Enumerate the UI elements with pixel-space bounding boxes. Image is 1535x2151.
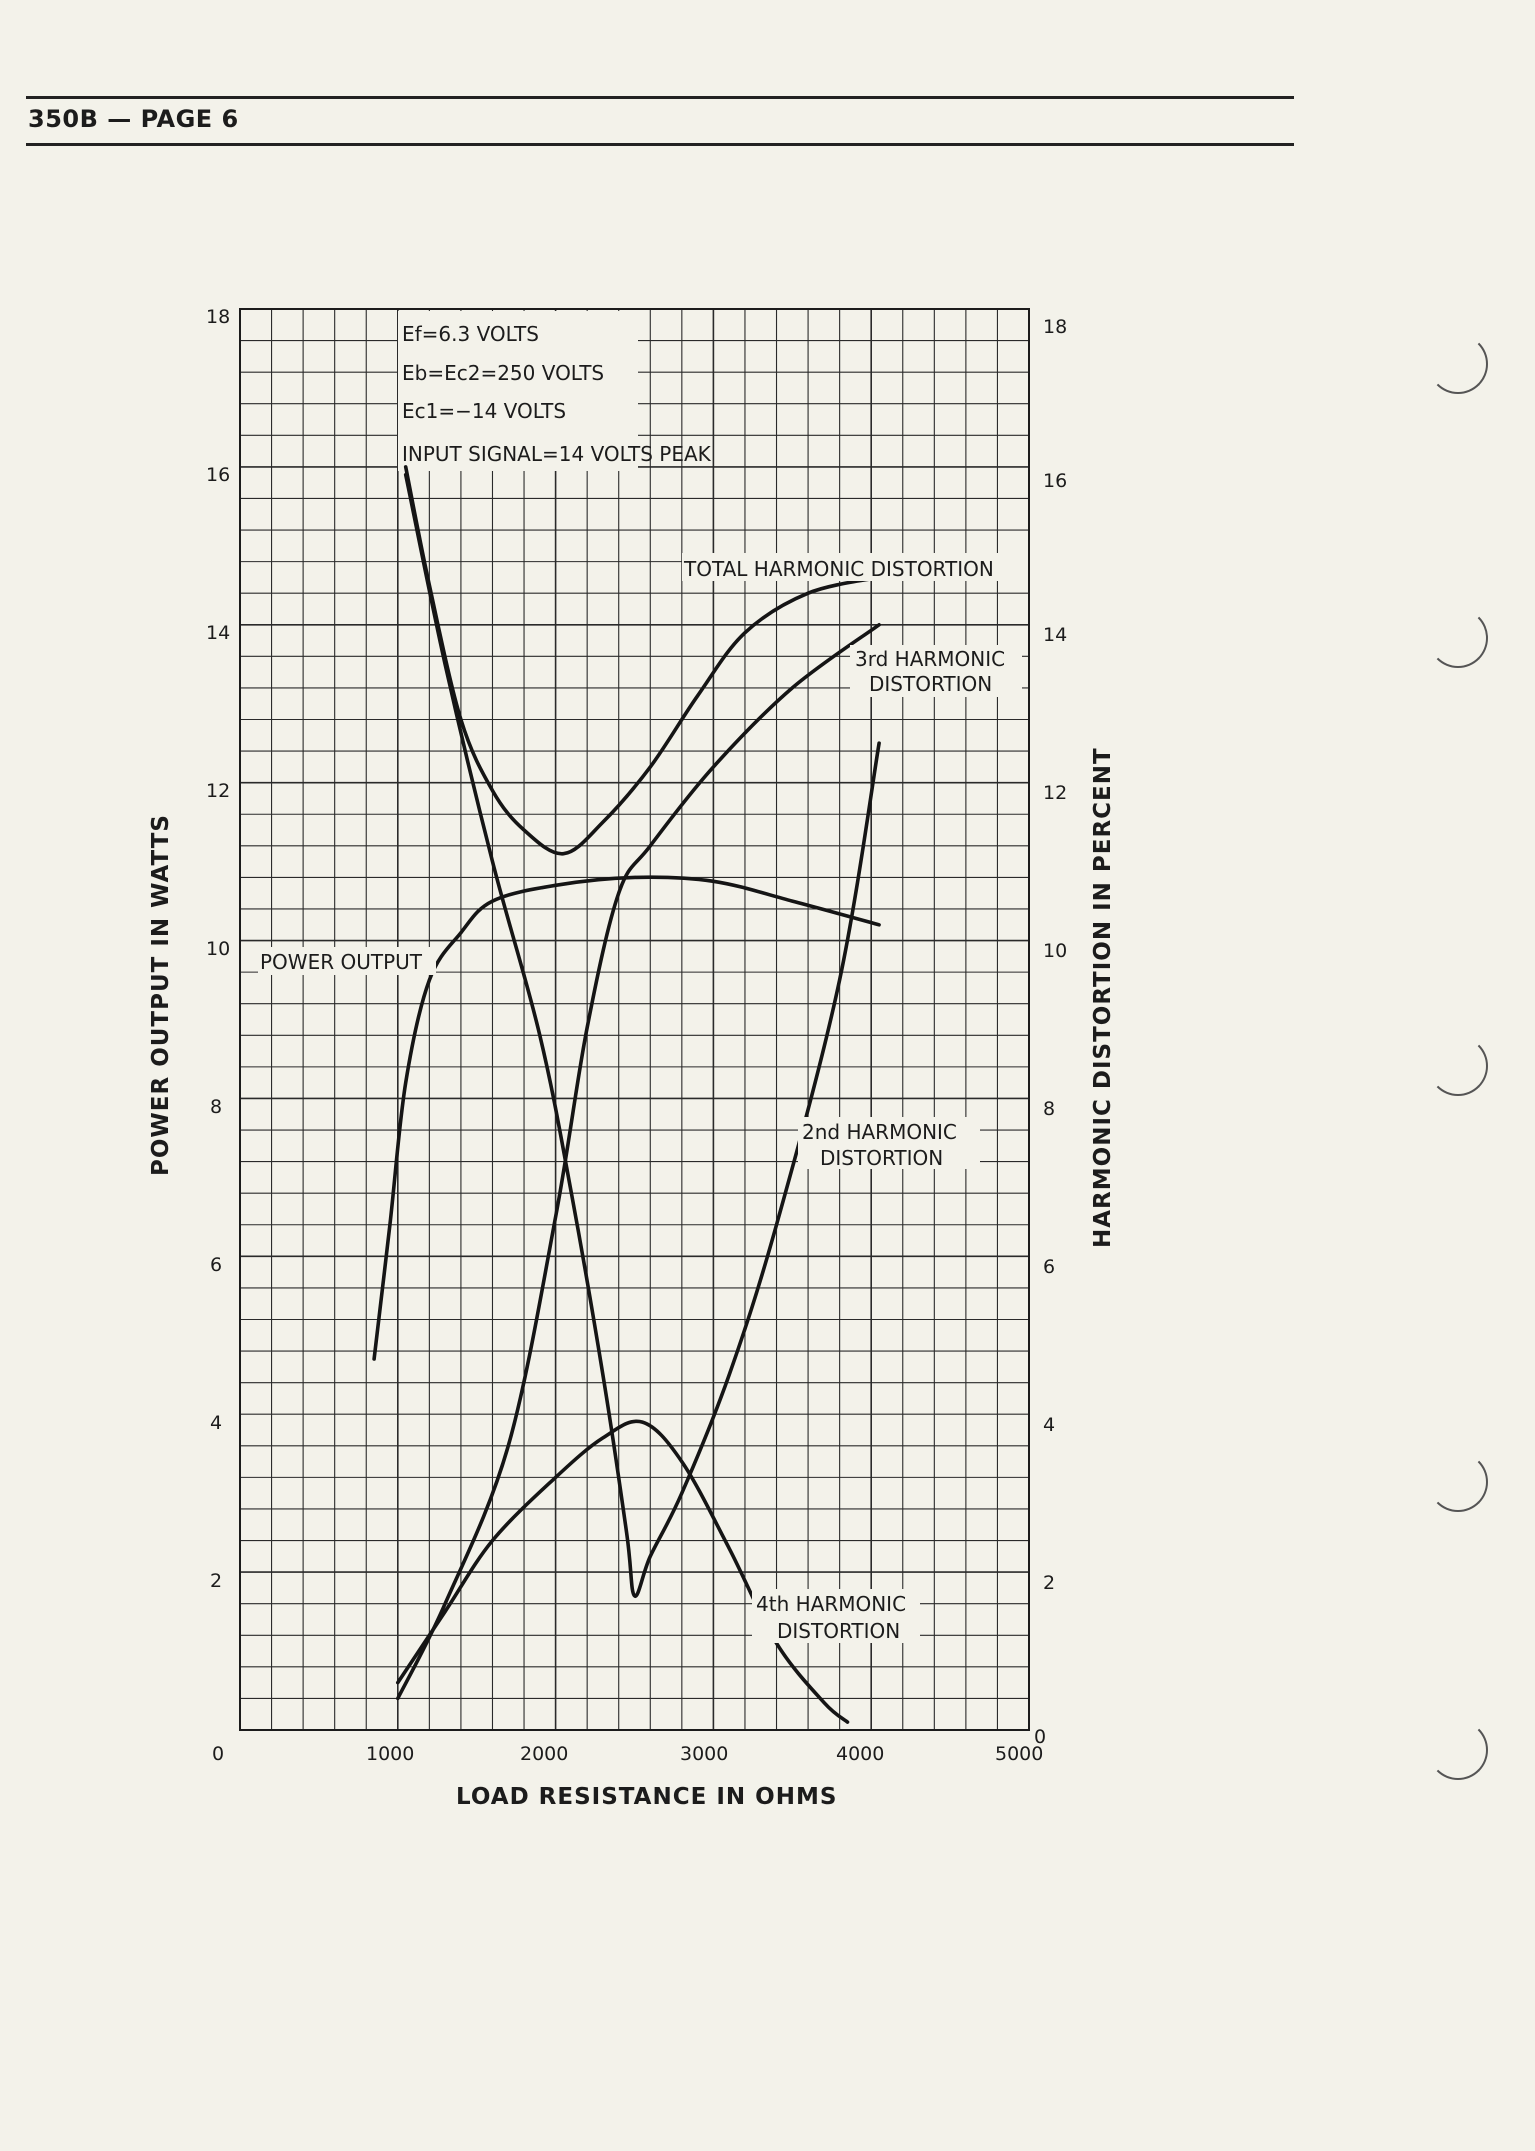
- y-tick-label: 18: [206, 306, 230, 328]
- label-mask: [752, 1589, 920, 1643]
- page-header-label: 350B — PAGE 6: [28, 105, 239, 133]
- conditions-box: Ef=6.3 VOLTS Eb=Ec2=250 VOLTS Ec1=−14 VO…: [402, 322, 712, 466]
- x-tick-label: 3000: [680, 1743, 728, 1765]
- y2-tick-label: 18: [1043, 316, 1067, 338]
- x-tick-label: 0: [212, 1743, 224, 1765]
- y2-tick-label: 2: [1043, 1572, 1055, 1594]
- h2-label: DISTORTION: [820, 1146, 943, 1170]
- plot-background: [240, 309, 1029, 1730]
- y-tick-label: 10: [206, 938, 230, 960]
- power-output-curve: [372, 875, 881, 1361]
- binder-hole-mark: [1428, 1720, 1488, 1780]
- h2-label: 2nd HARMONIC: [802, 1120, 957, 1144]
- h3-label: 3rd HARMONIC: [855, 647, 1005, 671]
- binder-hole-mark: [1428, 1036, 1488, 1096]
- fourth-harmonic-curve: [396, 1419, 850, 1724]
- thd-label: TOTAL HARMONIC DISTORTION: [683, 557, 994, 581]
- y2-tick-label: 4: [1043, 1414, 1055, 1436]
- binder-hole-mark: [1428, 1452, 1488, 1512]
- y-tick-label: 12: [206, 780, 230, 802]
- y2-tick-label: 16: [1043, 470, 1067, 492]
- y2-tick-label: 14: [1043, 624, 1067, 646]
- y2-tick-label: 6: [1043, 1256, 1055, 1278]
- y-tick-label: 8: [210, 1096, 222, 1118]
- power-output-label: POWER OUTPUT: [260, 950, 423, 974]
- y-tick-label: 14: [206, 622, 230, 644]
- h3-label: DISTORTION: [869, 672, 992, 696]
- page-header: 350B — PAGE 6: [26, 96, 1294, 146]
- condition-line: Ec1=−14 VOLTS: [402, 399, 566, 423]
- y2-axis-title: HARMONIC DISTORTION IN PERCENT: [1090, 747, 1116, 1248]
- y-tick-label: 16: [206, 464, 230, 486]
- label-mask: [798, 1117, 980, 1169]
- y2-tick-label: 8: [1043, 1098, 1055, 1120]
- second-harmonic-curve: [403, 473, 881, 1598]
- label-mask: [850, 645, 1022, 697]
- binder-hole-mark: [1428, 334, 1488, 394]
- plot-frame: [239, 308, 1030, 1731]
- label-mask: [682, 553, 1028, 581]
- axis-ticks: 0 1000 2000 3000 4000 5000 18 16 14 12 1…: [206, 306, 1067, 1765]
- curve-labels: POWER OUTPUT TOTAL HARMONIC DISTORTION 3…: [258, 553, 1028, 1643]
- y-axis-title: POWER OUTPUT IN WATTS: [148, 814, 174, 1176]
- x-tick-label: 4000: [836, 1743, 884, 1765]
- label-mask: [258, 947, 436, 975]
- binder-hole-mark: [1428, 608, 1488, 668]
- y2-tick-label: 12: [1043, 782, 1067, 804]
- conditions-box-mask: [398, 311, 638, 471]
- y-tick-label: 2: [210, 1570, 222, 1592]
- y2-tick-label: 0: [1034, 1726, 1046, 1748]
- condition-line: INPUT SIGNAL=14 VOLTS PEAK: [402, 442, 712, 466]
- curves: [372, 465, 881, 1724]
- y2-tick-label: 10: [1043, 940, 1067, 962]
- h4-label: DISTORTION: [777, 1619, 900, 1643]
- y-tick-label: 6: [210, 1254, 222, 1276]
- y-tick-label: 4: [210, 1412, 222, 1434]
- x-tick-label: 1000: [366, 1743, 414, 1765]
- x-tick-label: 2000: [520, 1743, 568, 1765]
- third-harmonic-curve: [396, 623, 881, 1701]
- x-tick-label: 5000: [995, 1743, 1043, 1765]
- x-axis-title: LOAD RESISTANCE IN OHMS: [456, 1784, 837, 1810]
- h4-label: 4th HARMONIC: [756, 1592, 906, 1616]
- condition-line: Eb=Ec2=250 VOLTS: [402, 361, 604, 385]
- condition-line: Ef=6.3 VOLTS: [402, 322, 539, 346]
